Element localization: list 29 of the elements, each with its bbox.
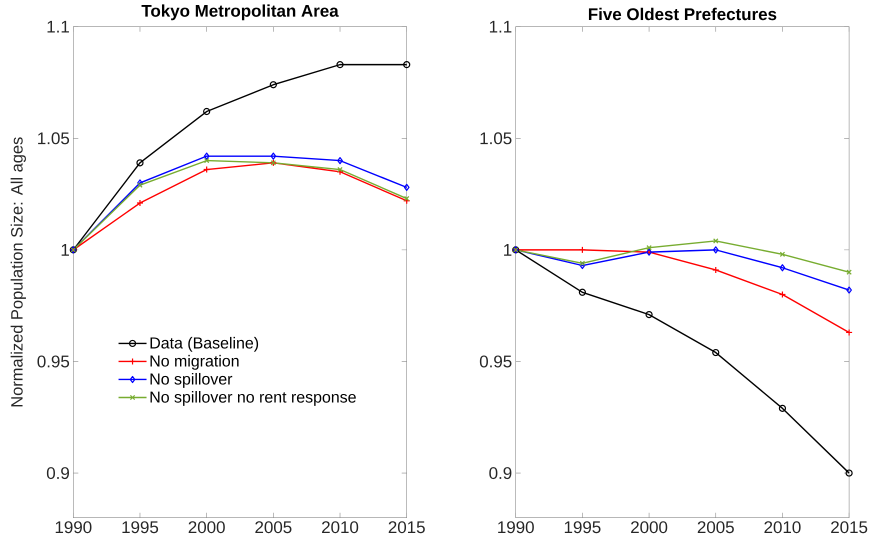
x-tick-label: 1990 — [498, 521, 534, 534]
y-tick-label: 0.9 — [46, 467, 69, 480]
chart-title: Five Oldest Prefectures — [588, 8, 776, 20]
x-tick-label: 2005 — [698, 521, 734, 534]
legend-label: No migration — [150, 354, 239, 370]
legend-label: No spillover — [150, 372, 232, 388]
x-tick-label: 2015 — [388, 521, 425, 534]
y-tick-label: 1.05 — [480, 132, 512, 144]
x-tick-label: 2015 — [831, 521, 868, 534]
x-tick-label: 2010 — [322, 521, 358, 534]
x-tick-label: 1995 — [564, 521, 600, 534]
y-tick-label: 1.1 — [490, 20, 512, 33]
legend-label: No spillover no rent response — [150, 390, 356, 406]
legend-label: Data (Baseline) — [150, 336, 258, 352]
y-tick-label: 0.95 — [480, 355, 512, 368]
x-tick-label: 2010 — [764, 521, 801, 534]
chart-title: Tokyo Metropolitan Area — [142, 4, 339, 20]
y-tick-label: 0.9 — [489, 467, 512, 480]
x-tick-label: 2000 — [188, 521, 225, 534]
y-tick-label: 1 — [504, 244, 512, 256]
y-tick-label: 0.95 — [37, 355, 70, 368]
y-tick-label: 1.05 — [38, 132, 70, 144]
x-tick-label: 2000 — [631, 521, 668, 534]
x-tick-label: 2005 — [255, 521, 292, 534]
y-axis-title: Normalized Population Size: All ages — [10, 137, 26, 406]
x-tick-label: 1995 — [122, 521, 158, 534]
y-tick-label: 1.1 — [48, 20, 69, 33]
y-tick-label: 1 — [62, 244, 69, 256]
x-tick-label: 1990 — [56, 521, 92, 534]
